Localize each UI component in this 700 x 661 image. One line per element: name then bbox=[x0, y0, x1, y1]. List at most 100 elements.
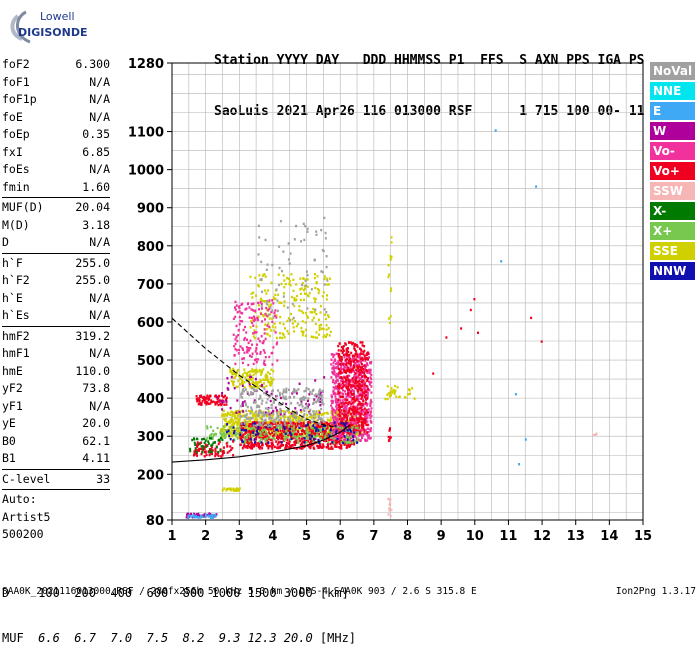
echo-point bbox=[267, 408, 269, 411]
param-value: N/A bbox=[89, 346, 110, 360]
echo-point bbox=[343, 409, 345, 413]
echo-point bbox=[287, 433, 290, 437]
echo-point bbox=[358, 382, 361, 386]
echo-point bbox=[303, 437, 306, 440]
echo-point bbox=[262, 433, 265, 436]
echo-point bbox=[331, 395, 333, 399]
echo-point bbox=[240, 393, 242, 396]
echo-point bbox=[252, 332, 255, 335]
echo-point bbox=[269, 383, 272, 386]
echo-point bbox=[241, 403, 244, 406]
echo-point bbox=[334, 362, 337, 366]
echo-point bbox=[291, 392, 294, 395]
echo-point bbox=[272, 370, 275, 373]
logo-line2: DIGISONDE bbox=[18, 26, 87, 39]
echo-point bbox=[297, 420, 300, 423]
echo-point bbox=[310, 431, 313, 434]
echo-point bbox=[351, 424, 354, 427]
echo-point bbox=[249, 347, 252, 350]
echo-point bbox=[330, 433, 333, 436]
echo-point bbox=[354, 386, 357, 390]
chart-axes: 1 2 3 4 5 6 7 8 9 10 11 12 13 14 158020030040050060070… bbox=[128, 57, 652, 544]
echo-point bbox=[210, 515, 213, 519]
echo-point bbox=[286, 445, 289, 448]
echo-point bbox=[363, 345, 366, 348]
echo-point bbox=[354, 410, 357, 413]
echo-point bbox=[281, 437, 284, 440]
echo-point bbox=[353, 390, 355, 393]
echo-point bbox=[285, 429, 288, 432]
echo-point bbox=[316, 423, 319, 426]
echo-point bbox=[232, 413, 235, 416]
echo-point bbox=[284, 410, 287, 413]
echo-point bbox=[253, 443, 256, 446]
echo-point bbox=[264, 337, 267, 341]
echo-point bbox=[235, 370, 238, 373]
echo-point bbox=[239, 383, 242, 386]
echo-point bbox=[360, 390, 363, 393]
echo-point bbox=[340, 421, 343, 425]
echo-point bbox=[294, 425, 297, 428]
echo-point bbox=[209, 402, 212, 405]
param-value: 62.1 bbox=[82, 433, 110, 448]
param-value: 255.0 bbox=[75, 273, 110, 287]
echo-point bbox=[365, 408, 368, 412]
echo-point bbox=[300, 426, 302, 430]
echo-point bbox=[540, 340, 543, 343]
echo-point bbox=[251, 343, 253, 346]
echo-point bbox=[243, 435, 246, 439]
echo-point bbox=[369, 376, 372, 379]
echo-point bbox=[334, 434, 337, 438]
echo-point bbox=[329, 330, 332, 334]
echo-point bbox=[356, 437, 359, 440]
echo-point bbox=[358, 356, 361, 359]
echo-point bbox=[369, 368, 372, 372]
echo-point bbox=[282, 333, 285, 337]
param-separator bbox=[2, 252, 110, 254]
echo-point bbox=[297, 418, 300, 422]
echo-point bbox=[326, 294, 328, 297]
echo-point bbox=[351, 343, 354, 346]
echo-point bbox=[276, 394, 279, 398]
echo-point bbox=[302, 408, 305, 411]
echo-point bbox=[314, 414, 317, 417]
echo-point bbox=[270, 368, 273, 371]
echo-point bbox=[338, 402, 341, 405]
y-tick-label: 200 bbox=[137, 468, 164, 483]
echo-point bbox=[205, 453, 208, 457]
echo-point bbox=[336, 437, 339, 441]
echo-point bbox=[316, 434, 319, 438]
echo-point bbox=[246, 338, 248, 341]
echo-point bbox=[389, 514, 392, 518]
echo-point bbox=[299, 433, 301, 436]
echo-point bbox=[328, 419, 331, 422]
echo-point bbox=[393, 392, 396, 396]
echo-point bbox=[359, 356, 362, 359]
echo-point bbox=[356, 384, 359, 388]
echo-point bbox=[250, 320, 252, 323]
echo-point bbox=[323, 283, 326, 286]
echo-point bbox=[319, 422, 322, 425]
echo-point bbox=[227, 388, 230, 391]
echo-point bbox=[255, 381, 257, 384]
echo-point bbox=[211, 452, 213, 455]
echo-point bbox=[226, 387, 229, 390]
echo-point bbox=[270, 382, 273, 385]
echo-point bbox=[285, 402, 288, 406]
echo-point bbox=[222, 427, 225, 431]
echo-point bbox=[253, 399, 256, 402]
echo-point bbox=[251, 411, 254, 414]
echo-point bbox=[258, 414, 261, 417]
echo-point bbox=[269, 424, 272, 427]
echo-point bbox=[370, 410, 373, 413]
echo-point bbox=[340, 366, 343, 370]
file-status-line: SAA0K_2021116013000.RSF / 280fx256h 50 k… bbox=[2, 586, 477, 597]
echo-point bbox=[320, 228, 323, 232]
echo-point bbox=[362, 368, 365, 371]
echo-point bbox=[300, 287, 303, 290]
echo-point bbox=[411, 387, 414, 390]
echo-point bbox=[355, 353, 358, 356]
version-label: Ion2Png 1.3.17 bbox=[615, 586, 696, 597]
echo-point bbox=[321, 436, 324, 439]
echo-point bbox=[355, 413, 358, 416]
